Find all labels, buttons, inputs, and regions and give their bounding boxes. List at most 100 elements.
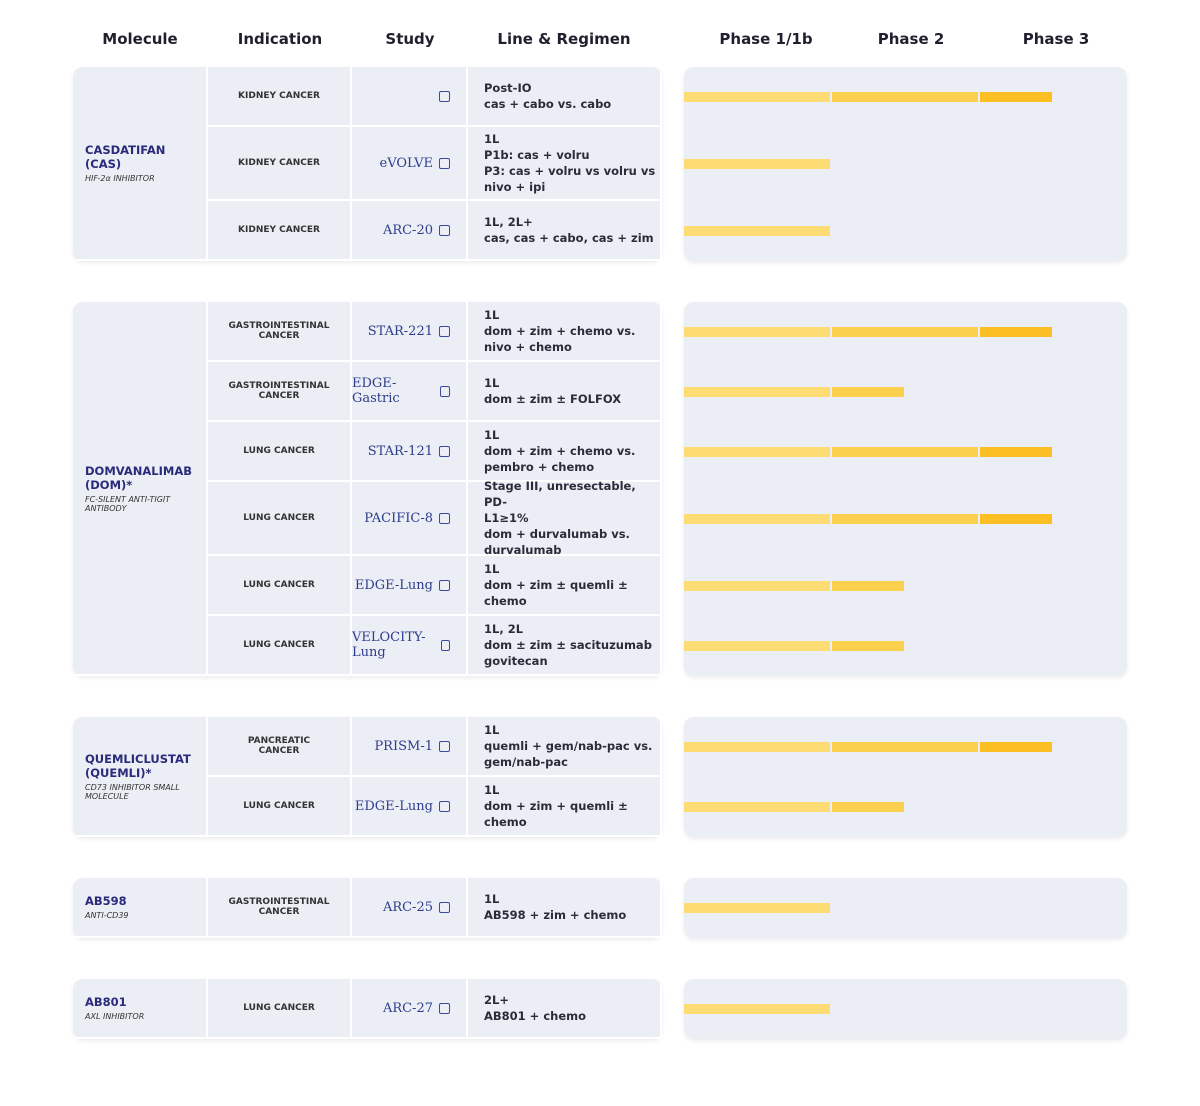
phase-bar [832,514,978,524]
indication: PANCREATIC CANCER [208,717,352,777]
regimen-line: 1L, 2L+ [484,215,533,229]
study-logo: VELOCITY-Lung [352,630,426,660]
molecule: AB801 AXL INHIBITOR [73,979,208,1039]
phase-panel [684,302,1127,676]
group-panel [73,878,662,938]
column-header: Molecule [102,30,178,48]
regimen-line: gem/nab-pac [484,755,568,769]
indication: GASTROINTESTINAL CANCER [208,878,352,938]
study-logo: EDGE-Lung [354,798,433,814]
phase-panel [684,717,1127,837]
regimen-line: 1L [484,783,500,797]
regimen-line: P1b: cas + volru [484,148,590,162]
phase-bar [980,92,1052,102]
phase-bar [684,327,830,337]
regimen-line: Post-IO [484,81,532,95]
external-link-icon[interactable] [439,800,450,812]
phase-bar [980,447,1052,457]
column-header: Line & Regimen [497,30,631,48]
molecule: AB598 ANTI-CD39 [73,878,208,938]
indication: KIDNEY CANCER [208,127,352,201]
regimen-line: 1L [484,562,500,576]
phase-bar [684,514,830,524]
regimen: 1L dom ± zim ± FOLFOX [468,362,662,422]
study: eVOLVE [352,127,468,201]
group-panel [73,302,662,676]
phase-bar [832,742,978,752]
regimen-line: dom + zim ± quemli ± chemo [484,578,628,608]
regimen: 1L P1b: cas + volru P3: cas + volru vs vol… [468,127,662,201]
molecule: QUEMLICLUSTAT (QUEMLI)* CD73 INHIBITOR SM… [73,717,208,837]
phase-bar [832,641,904,651]
indication: LUNG CANCER [208,616,352,676]
molecule: DOMVANALIMAB (DOM)* FC-SILENT ANTI-TIGIT … [73,302,208,676]
study: EDGE-Gastric [352,362,468,422]
study-logo: PACIFIC-8 [364,510,433,526]
study: STAR-221 [352,302,468,362]
regimen: 1L dom + zim ± quemli ± chemo [468,556,662,616]
phase-bar [832,447,978,457]
regimen-line: cas + cabo vs. cabo [484,97,612,111]
regimen: 1L AB598 + zim + chemo [468,878,662,938]
phase-bar [684,742,830,752]
regimen-line: AB801 + chemo [484,1009,587,1023]
phase-bar [832,387,904,397]
regimen-line: cas, cas + cabo, cas + zim [484,231,654,245]
phase-bar [980,327,1052,337]
regimen-line: 2L+ [484,993,509,1007]
external-link-icon[interactable] [439,445,450,457]
phase-bar [832,327,978,337]
indication: LUNG CANCER [208,979,352,1039]
external-link-icon[interactable] [439,579,450,591]
phase-bar [684,387,830,397]
regimen: 2L+ AB801 + chemo [468,979,662,1039]
external-link-icon[interactable] [439,740,450,752]
external-link-icon[interactable] [439,512,450,524]
phase-bar [684,159,830,169]
molecule: CASDATIFAN (CAS) HIF-2α INHIBITOR [73,67,208,261]
external-link-icon[interactable] [439,224,450,236]
study-logo: EDGE-Lung [354,577,433,593]
regimen-line: nivo + chemo [484,340,572,354]
regimen-line: dom ± zim ± sacituzumab [484,638,652,652]
study: ARC-27 [352,979,468,1039]
study-logo: eVOLVE [379,155,433,171]
molecule-name: AB598 [85,894,127,908]
indication: LUNG CANCER [208,777,352,837]
column-header: Phase 1/1b [719,30,813,48]
external-link-icon[interactable] [439,90,450,102]
regimen-line: quemli + gem/nab-pac vs. [484,739,653,753]
regimen-line: dom + zim + chemo vs. [484,444,636,458]
external-link-icon[interactable] [439,901,450,913]
regimen-line: 1L [484,892,500,906]
regimen: Post-IO cas + cabo vs. cabo [468,67,662,127]
column-header: Indication [237,30,323,48]
molecule-subtitle: FC-SILENT ANTI-TIGIT ANTIBODY [85,494,171,513]
external-link-icon[interactable] [441,639,450,651]
phase-bar [684,903,830,913]
regimen-line: dom ± zim ± FOLFOX [484,392,622,406]
external-link-icon[interactable] [439,385,450,397]
study-logo: EDGE-Gastric [352,376,400,406]
external-link-icon[interactable] [439,157,450,169]
molecule-name: DOMVANALIMAB (DOM)* [85,463,193,492]
group-panel [73,979,662,1039]
phase-bar [832,802,904,812]
external-link-icon[interactable] [439,325,450,337]
regimen-line: P3: cas + volru vs volru vs [484,164,656,178]
phase-bar [684,641,830,651]
regimen-line: govitecan [484,654,548,668]
study-logo: STAR-221 [367,323,433,339]
regimen-line: dom + zim + quemli ± chemo [484,799,628,829]
phase-bar [684,1004,830,1014]
molecule-subtitle: AXL INHIBITOR [85,1012,145,1021]
regimen-line: AB598 + zim + chemo [484,908,627,922]
study-logo: ARC-27 [382,1000,433,1016]
phase-bar [684,802,830,812]
external-link-icon[interactable] [439,1002,450,1014]
phase-bar [832,92,978,102]
indication: GASTROINTESTINAL CANCER [208,302,352,362]
study: PACIFIC-8 [352,482,468,556]
molecule-name: CASDATIFAN (CAS) [85,143,166,171]
